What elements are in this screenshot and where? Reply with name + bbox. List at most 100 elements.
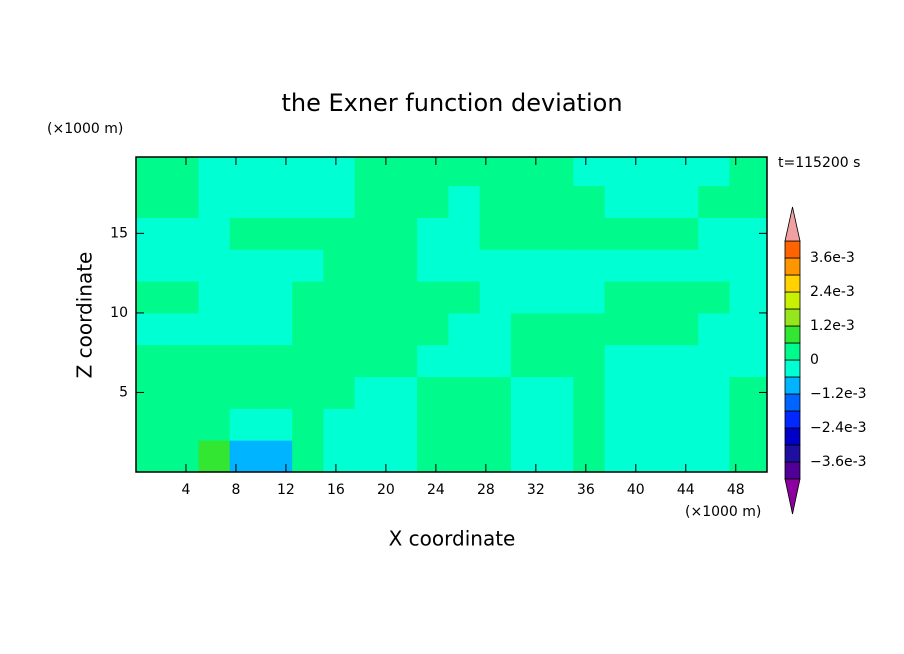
y-tick-label: 10 — [110, 305, 128, 321]
field-cell — [542, 185, 574, 218]
field-cell — [292, 376, 324, 409]
field-cell — [385, 249, 418, 282]
x-tick-label: 28 — [477, 482, 495, 498]
field-cell — [542, 312, 574, 346]
field-cell — [729, 440, 768, 473]
field-cell — [635, 281, 668, 314]
field-cell — [229, 440, 262, 473]
plot-frame — [135, 156, 768, 473]
field-cell — [229, 312, 262, 346]
field-cell — [229, 344, 262, 378]
field-cell — [354, 185, 387, 218]
field-cell — [385, 185, 418, 218]
x-tick-label: 24 — [427, 482, 445, 498]
colorbar-box — [784, 461, 801, 480]
chart-title: the Exner function deviation — [281, 89, 622, 117]
field-cell — [479, 440, 512, 473]
colorbar-label: 1.2e-3 — [810, 318, 855, 334]
field-cell — [136, 249, 168, 282]
field-cell — [354, 281, 387, 314]
field-cell — [510, 376, 543, 409]
field-cell — [354, 249, 387, 282]
field-cell — [198, 376, 231, 409]
field-cell — [198, 408, 231, 441]
field-cell — [729, 185, 768, 218]
colorbar-box — [784, 274, 801, 293]
field-cell — [167, 217, 199, 250]
field-cell — [667, 408, 699, 441]
field-cell — [510, 185, 543, 218]
field-cell — [136, 312, 168, 346]
field-cell — [417, 408, 449, 441]
field-cell — [667, 217, 699, 250]
field-cell — [448, 376, 481, 409]
field-cell — [604, 157, 637, 187]
field-cell — [635, 440, 668, 473]
field-cell — [604, 217, 637, 250]
field-cell — [479, 376, 512, 409]
field-cell — [385, 157, 418, 187]
field — [136, 157, 768, 473]
field-cell — [729, 157, 768, 187]
field-cell — [136, 408, 168, 441]
field-cell — [354, 217, 387, 250]
field-cell — [698, 217, 731, 250]
field-cell — [604, 185, 637, 218]
field-cell — [323, 312, 356, 346]
field-cell — [448, 281, 481, 314]
field-cell — [229, 376, 262, 409]
field-cell — [573, 440, 606, 473]
field-cell — [136, 440, 168, 473]
field-cell — [667, 376, 699, 409]
field-cell — [292, 217, 324, 250]
field-cell — [260, 217, 293, 250]
field-cell — [604, 312, 637, 346]
field-cell — [198, 281, 231, 314]
field-cell — [260, 344, 293, 378]
x-unit: (×1000 m) — [685, 504, 761, 520]
colorbar-box — [784, 291, 801, 310]
y-unit: (×1000 m) — [47, 121, 123, 137]
field-cell — [198, 217, 231, 250]
field-cell — [354, 344, 387, 378]
field-cell — [229, 281, 262, 314]
field-cell — [167, 281, 199, 314]
field-cell — [729, 249, 768, 282]
field-cell — [385, 217, 418, 250]
field-cell — [479, 249, 512, 282]
field-cell — [354, 408, 387, 441]
field-cell — [260, 376, 293, 409]
field-cell — [698, 157, 731, 187]
field-cell — [542, 157, 574, 187]
field-cell — [510, 217, 543, 250]
field-cell — [167, 344, 199, 378]
field-cell — [573, 376, 606, 409]
field-cell — [354, 157, 387, 187]
field-cell — [385, 376, 418, 409]
field-cell — [323, 217, 356, 250]
field-cell — [573, 344, 606, 378]
field-cell — [510, 312, 543, 346]
field-cell — [729, 312, 768, 346]
colorbar-box — [784, 257, 801, 276]
field-cell — [667, 440, 699, 473]
field-cell — [354, 376, 387, 409]
field-cell — [417, 312, 449, 346]
field-cell — [667, 281, 699, 314]
x-tick-label: 12 — [277, 482, 295, 498]
field-cell — [542, 376, 574, 409]
field-cell — [260, 408, 293, 441]
annotation: t=115200 s — [778, 155, 860, 171]
x-tick-label: 20 — [377, 482, 395, 498]
field-cell — [229, 249, 262, 282]
field-cell — [448, 312, 481, 346]
field-cell — [604, 344, 637, 378]
field-cell — [510, 344, 543, 378]
field-cell — [542, 344, 574, 378]
y-axis-label: Z coordinate — [73, 252, 97, 379]
field-cell — [604, 408, 637, 441]
colorbar-box — [784, 410, 801, 429]
field-cell — [510, 281, 543, 314]
field-cell — [729, 344, 768, 378]
